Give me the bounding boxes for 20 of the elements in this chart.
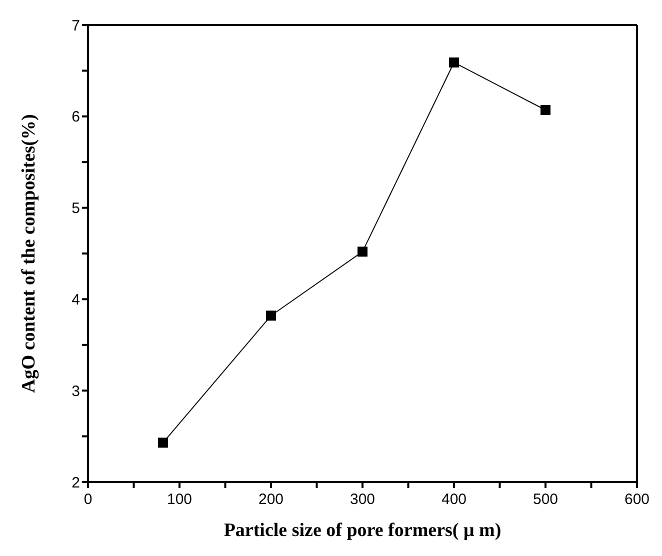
x-tick-label: 100 xyxy=(166,491,192,508)
point xyxy=(540,105,550,115)
y-tick-label: 6 xyxy=(72,108,80,126)
y-tick-label: 5 xyxy=(72,200,80,218)
y-tick-label: 4 xyxy=(72,292,80,309)
y-tick-label: 7 xyxy=(72,17,80,34)
point xyxy=(158,438,168,448)
point xyxy=(449,57,459,68)
y-tick-label: 3 xyxy=(72,382,80,400)
point xyxy=(266,310,276,321)
point xyxy=(358,246,368,257)
x-tick-label: 600 xyxy=(624,491,650,508)
y-axis-title: AgO content of the composites(%) xyxy=(18,114,40,393)
x-tick-label: 200 xyxy=(258,491,284,508)
x-tick-label: 0 xyxy=(84,491,92,508)
y-tick-label: 2 xyxy=(72,474,80,492)
x-tick-label: 400 xyxy=(441,491,467,508)
x-tick-label: 300 xyxy=(350,491,376,508)
x-axis-title: Particle size of pore formers( μ m) xyxy=(224,520,502,541)
x-tick-label: 500 xyxy=(532,491,558,508)
